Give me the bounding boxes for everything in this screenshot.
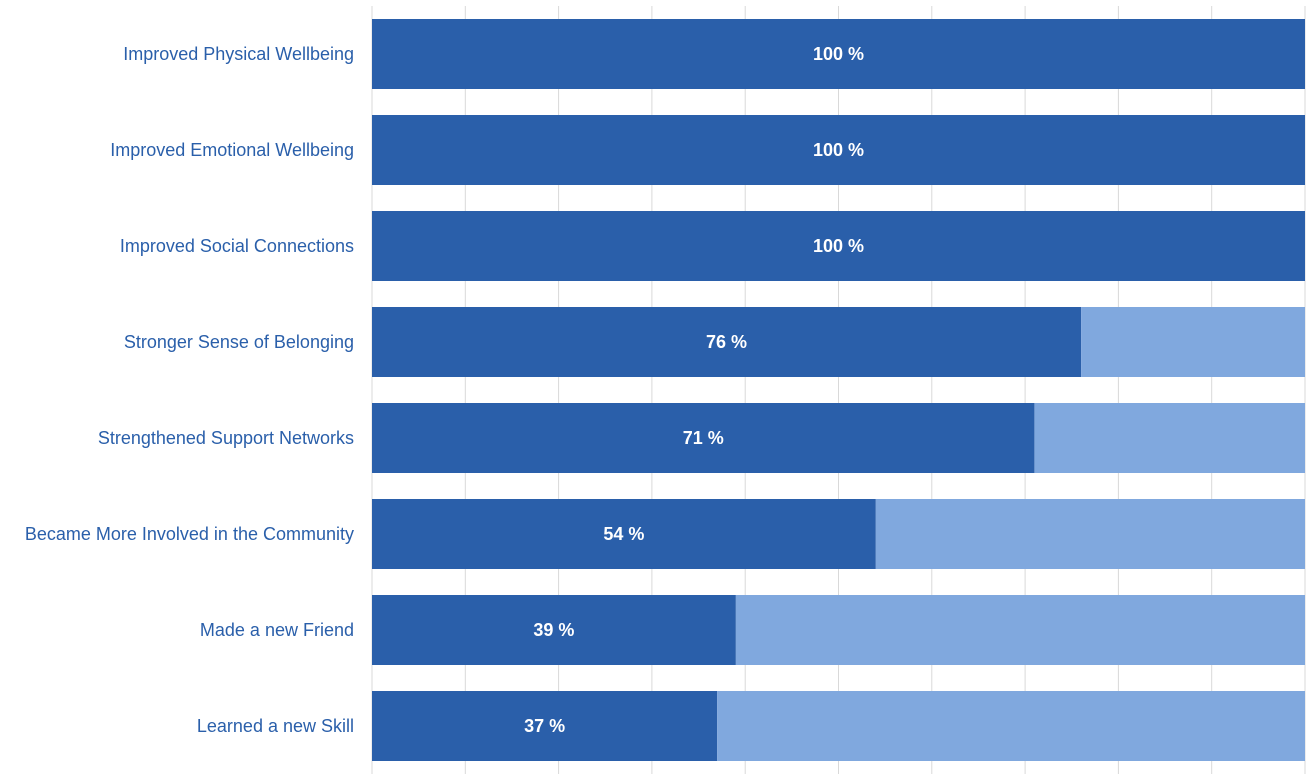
category-label: Learned a new Skill xyxy=(197,716,354,736)
value-label: 39 % xyxy=(533,620,574,640)
value-label: 37 % xyxy=(524,716,565,736)
category-label: Improved Social Connections xyxy=(120,236,354,256)
bars xyxy=(372,19,1305,761)
bar-value xyxy=(372,307,1082,377)
value-label: 100 % xyxy=(813,140,864,160)
bar-value xyxy=(372,595,736,665)
value-label: 54 % xyxy=(603,524,644,544)
category-label: Made a new Friend xyxy=(200,620,354,640)
category-label: Improved Emotional Wellbeing xyxy=(110,140,354,160)
value-label: 76 % xyxy=(706,332,747,352)
bar-value xyxy=(372,403,1035,473)
labels: Improved Physical Wellbeing 100 % Improved… xyxy=(25,44,864,736)
bar-remainder xyxy=(717,691,1305,761)
bar-value xyxy=(372,19,1305,89)
bar-remainder xyxy=(1081,307,1305,377)
bar-value xyxy=(372,691,718,761)
bar-remainder xyxy=(735,595,1305,665)
category-label: Became More Involved in the Community xyxy=(25,524,354,544)
value-label: 71 % xyxy=(683,428,724,448)
value-label: 100 % xyxy=(813,236,864,256)
value-label: 100 % xyxy=(813,44,864,64)
bar-remainder xyxy=(1034,403,1305,473)
category-label: Strengthened Support Networks xyxy=(98,428,354,448)
bar-remainder xyxy=(875,499,1305,569)
category-label: Stronger Sense of Belonging xyxy=(124,332,354,352)
bar-value xyxy=(372,499,876,569)
category-label: Improved Physical Wellbeing xyxy=(123,44,354,64)
bar-value xyxy=(372,115,1305,185)
bar-value xyxy=(372,211,1305,281)
